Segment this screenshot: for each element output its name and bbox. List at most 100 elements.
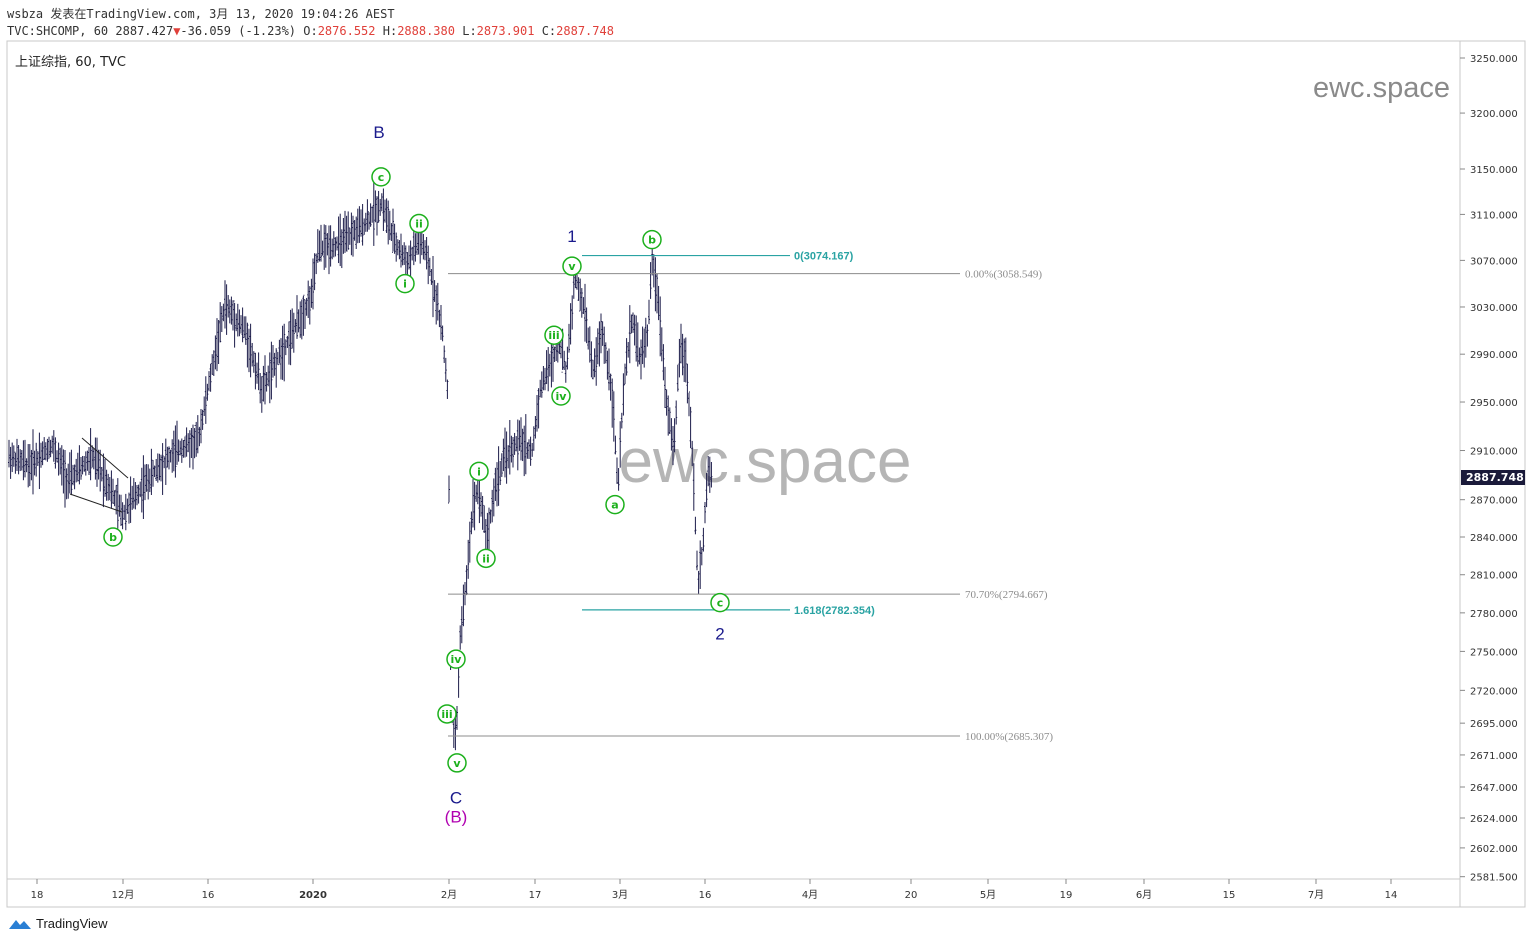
candle <box>654 257 657 312</box>
candle <box>177 439 180 462</box>
candle <box>78 445 81 485</box>
wave-circle <box>551 386 571 406</box>
candle <box>364 212 367 232</box>
candle <box>161 443 164 495</box>
candle <box>228 299 231 324</box>
candle <box>185 427 188 457</box>
candle <box>568 323 570 353</box>
candle <box>545 350 548 385</box>
candle <box>676 364 679 392</box>
candle <box>164 438 167 485</box>
candle <box>128 492 130 524</box>
candle <box>606 350 609 380</box>
candle <box>22 440 25 481</box>
candle <box>708 456 711 493</box>
candle <box>371 206 374 223</box>
candle <box>497 446 500 506</box>
candle <box>248 328 250 373</box>
candle <box>312 258 314 310</box>
candle <box>691 440 694 466</box>
candle <box>203 396 206 416</box>
publish-info: wsbza 发表在TradingView.com, 3月 13, 2020 19… <box>7 7 395 21</box>
candle <box>20 450 23 471</box>
candle <box>443 345 446 363</box>
candle <box>140 467 143 513</box>
candle <box>436 282 439 321</box>
candle <box>404 245 407 279</box>
candle <box>326 233 329 256</box>
time-tick-label: 20 <box>905 890 918 901</box>
candle <box>508 419 511 475</box>
candle <box>332 231 335 258</box>
candle <box>148 468 151 493</box>
candle <box>552 339 554 382</box>
candle <box>52 430 55 462</box>
candle <box>88 446 90 475</box>
candle <box>259 373 262 404</box>
candle <box>392 208 394 253</box>
wave-circle <box>710 592 730 613</box>
candle <box>99 449 102 492</box>
candle <box>512 437 514 468</box>
candle <box>387 200 390 245</box>
candle <box>41 441 44 466</box>
candle <box>144 464 146 501</box>
price-tick-label: 2624.000 <box>1470 814 1518 825</box>
price-tick-label: 2840.000 <box>1470 533 1518 544</box>
price-tick-label: 2750.000 <box>1470 647 1518 658</box>
candle <box>376 196 378 236</box>
candle <box>33 450 36 476</box>
candle <box>36 451 39 466</box>
candle <box>380 193 383 212</box>
candle <box>596 328 599 365</box>
candle <box>227 295 230 318</box>
candle <box>313 253 316 291</box>
candle <box>619 421 622 468</box>
price-tick-label: 2810.000 <box>1470 571 1518 582</box>
trendline-lower <box>69 493 123 513</box>
candle <box>200 409 202 444</box>
candle <box>577 277 580 301</box>
fib-retracement-label: 0.00%(3058.549) <box>965 269 1042 281</box>
candle <box>548 353 551 377</box>
candle <box>598 321 601 367</box>
fibonacci-levels[interactable]: 0.00%(3058.549) 70.70%(2794.667) 100.00%(2… <box>448 251 1053 743</box>
candle <box>579 278 582 312</box>
price-change: -36.059 (-1.23%) <box>180 24 297 38</box>
time-tick-label: 18 <box>31 890 44 901</box>
candle <box>484 519 487 552</box>
candle <box>76 452 79 482</box>
candle <box>441 325 444 342</box>
price-tick-label: 2720.000 <box>1470 686 1518 697</box>
candle <box>219 302 222 343</box>
candle <box>569 303 572 345</box>
candle <box>403 242 406 265</box>
candle <box>432 255 434 318</box>
candle <box>331 238 334 260</box>
candle <box>249 323 252 378</box>
wave-label-text: iv <box>556 390 568 403</box>
candle <box>360 209 362 237</box>
candle <box>240 315 242 334</box>
candle <box>576 272 578 290</box>
candle <box>320 224 322 262</box>
candle <box>198 426 201 447</box>
footer-brand[interactable]: TradingView <box>8 916 108 931</box>
candle <box>243 316 246 339</box>
candle <box>590 341 593 378</box>
candle <box>502 438 505 472</box>
candle <box>190 427 193 458</box>
candle <box>699 540 702 589</box>
candle <box>206 383 209 401</box>
candle <box>515 436 518 452</box>
price-tick-label: 3110.000 <box>1470 210 1518 221</box>
candle <box>513 432 516 455</box>
candle <box>324 225 327 268</box>
candle <box>395 232 398 262</box>
candle <box>507 445 510 469</box>
symbol-name[interactable]: TVC:SHCOMP, 60 <box>7 24 109 38</box>
candle <box>44 442 47 461</box>
candle <box>393 223 396 254</box>
